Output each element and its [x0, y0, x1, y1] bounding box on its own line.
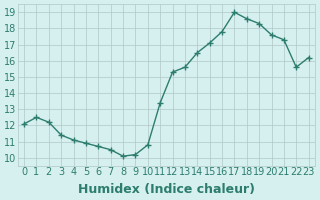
X-axis label: Humidex (Indice chaleur): Humidex (Indice chaleur)	[78, 183, 255, 196]
